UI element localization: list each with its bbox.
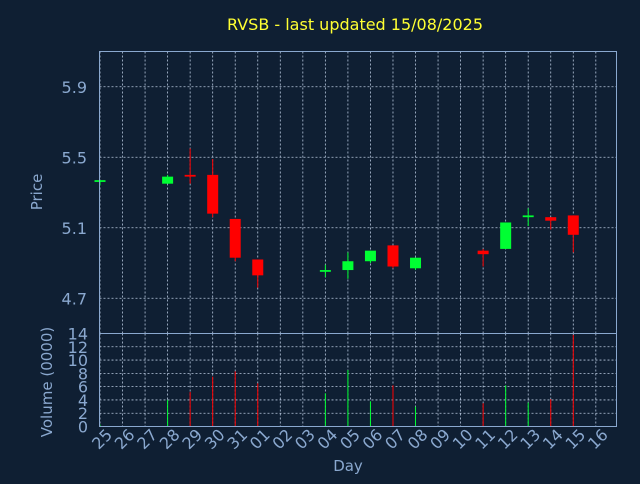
candle-body: [387, 245, 399, 267]
price-tick-label: 4.7: [62, 289, 87, 308]
volume-tick-label: 2: [78, 404, 88, 423]
price-grid: [99, 51, 617, 334]
candle-body: [319, 270, 331, 272]
volume-tick-label: 4: [78, 391, 88, 410]
candle-body: [252, 259, 264, 276]
price-axis-label: Price: [28, 174, 46, 211]
candle-body: [477, 250, 489, 255]
candle-body: [229, 218, 241, 258]
volume-tick-label: 0: [78, 418, 88, 437]
candle-body: [500, 222, 512, 249]
candle-body: [207, 174, 219, 214]
price-y-ticks: 4.7 5.1 5.5 5.9: [62, 78, 87, 309]
volume-tick-label: 10: [68, 351, 88, 370]
volume-bars-layer: [99, 334, 574, 427]
price-tick-label: 5.5: [62, 148, 87, 167]
x-axis-label: Day: [333, 457, 363, 475]
chart-title: RVSB - last updated 15/08/2025: [227, 15, 483, 34]
x-ticks: 2526272829303101020304050607080910111213…: [88, 425, 612, 453]
price-tick-label: 5.1: [62, 219, 87, 238]
volume-tick-label: 12: [68, 338, 88, 357]
price-tick-label: 5.9: [62, 78, 87, 97]
candle-body: [545, 217, 557, 221]
candle-body: [567, 215, 579, 235]
x-tick-label: 16: [584, 425, 612, 453]
price-panel-frame: [99, 51, 617, 334]
candle-body: [342, 261, 354, 271]
volume-grid: [99, 333, 617, 427]
volume-tick-label: 6: [78, 378, 88, 397]
volume-tick-label: 14: [68, 325, 88, 344]
volume-tick-label: 8: [78, 364, 88, 383]
candle-body: [184, 174, 196, 177]
candle-body: [364, 250, 376, 262]
candle-body: [410, 257, 422, 269]
volume-axis-label: Volume (0000): [38, 327, 56, 437]
volume-panel-frame: [99, 333, 617, 427]
candle-body: [162, 176, 174, 184]
candles-layer: [94, 148, 579, 288]
candle-body: [522, 215, 534, 218]
